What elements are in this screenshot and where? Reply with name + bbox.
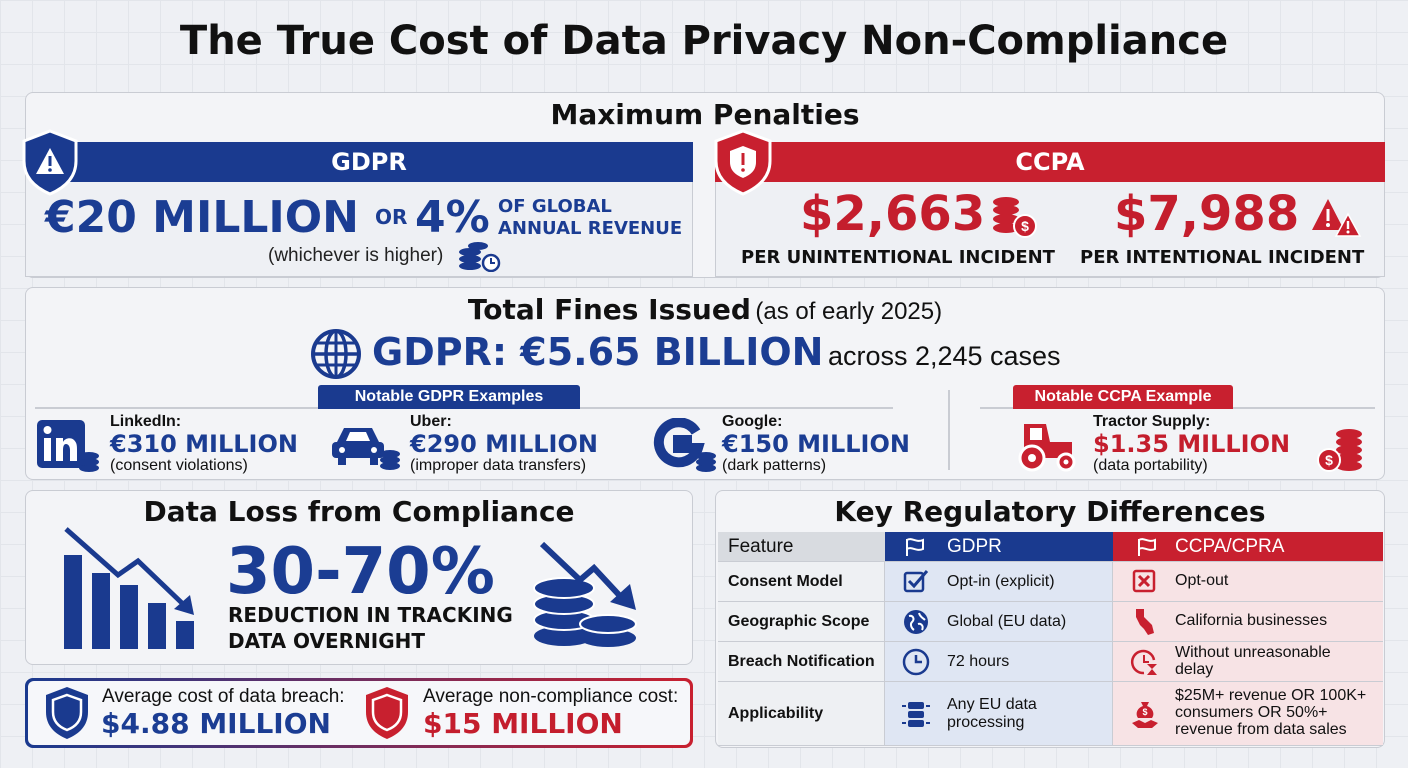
- gdpr-or: OR: [375, 205, 408, 229]
- example-company: Google:: [722, 413, 783, 430]
- gdpr-percent-text: ANNUAL REVENUE: [498, 218, 683, 239]
- section-heading: Total Fines Issued: [467, 293, 751, 326]
- row-icon: $: [1132, 702, 1158, 728]
- shield-icon: [46, 687, 88, 739]
- coins-clock-icon: [459, 242, 501, 272]
- row-feature: Breach Notification: [718, 642, 885, 682]
- row-icon: [902, 648, 930, 676]
- fines-total-row: GDPR: €5.65 BILLION across 2,245 cases: [372, 330, 1061, 374]
- cost-label: Average non-compliance cost:: [423, 686, 679, 707]
- column-header: Feature: [718, 532, 885, 562]
- row-feature: Consent Model: [718, 562, 885, 602]
- shield-icon: [714, 129, 772, 196]
- google-icon: [653, 418, 716, 472]
- example-amount: $1.35 MILLION: [1093, 430, 1291, 458]
- ccpa-cell: Without unreasonable delay: [1113, 642, 1383, 682]
- linkedin-icon: [37, 420, 99, 472]
- section-heading: Data Loss from Compliance: [143, 495, 575, 528]
- gdpr-header: GDPR: [45, 142, 693, 182]
- ccpa-cell: Opt-out: [1113, 562, 1383, 602]
- database-decline-icon: [533, 541, 637, 647]
- example-amount: €290 MILLION: [410, 430, 598, 458]
- warning-icon: [1312, 199, 1362, 237]
- example-company: Tractor Supply:: [1093, 413, 1211, 430]
- ccpa-header: CCPA: [715, 142, 1385, 182]
- examples-label: Notable CCPA Example: [1013, 385, 1233, 409]
- gdpr-cell: Any EU data processing: [885, 682, 1113, 746]
- globe-icon: [311, 329, 361, 379]
- page-title: The True Cost of Data Privacy Non-Compli…: [179, 18, 1229, 64]
- example-reason: (data portability): [1093, 457, 1208, 474]
- data-loss-value: 30-70%: [226, 535, 495, 609]
- section-heading: Key Regulatory Differences: [834, 495, 1266, 528]
- data-loss-text: DATA OVERNIGHT: [228, 629, 426, 653]
- cost-label: Average cost of data breach:: [102, 686, 345, 707]
- fines-heading-row: Total Fines Issued (as of early 2025): [25, 293, 1385, 326]
- svg-text:$: $: [1325, 452, 1333, 468]
- row-icon: [1136, 609, 1154, 635]
- example-reason: (dark patterns): [722, 457, 827, 474]
- column-header: CCPA/CPRA: [1113, 532, 1383, 562]
- ccpa-cell: California businesses: [1113, 602, 1383, 642]
- gdpr-percent: 4%: [415, 192, 490, 243]
- fines-panel: [25, 287, 1385, 480]
- gdpr-amount: €20 MILLION: [45, 192, 359, 243]
- ccpa-text: PER UNINTENTIONAL INCIDENT: [741, 247, 1055, 268]
- declining-chart-icon: [64, 527, 194, 649]
- ccpa-amount: $2,663: [800, 186, 986, 242]
- section-heading: Maximum Penalties: [550, 98, 860, 131]
- flag-icon: [906, 538, 924, 556]
- example-amount: €310 MILLION: [110, 430, 298, 458]
- divider: [948, 390, 950, 470]
- example-company: LinkedIn:: [110, 413, 182, 430]
- row-icon: [904, 610, 928, 634]
- example-amount: €150 MILLION: [722, 430, 910, 458]
- ccpa-text: PER INTENTIONAL INCIDENT: [1080, 247, 1365, 268]
- row-feature: Geographic Scope: [718, 602, 885, 642]
- example-reason: (consent violations): [110, 457, 248, 474]
- car-icon: [332, 428, 400, 470]
- shield-icon: [366, 687, 408, 739]
- row-icon: [1130, 649, 1157, 675]
- row-icon: [902, 702, 930, 727]
- example-company: Uber:: [410, 413, 452, 430]
- ccpa-amount: $7,988: [1114, 186, 1300, 242]
- differences-table: Feature GDPR CCPA/CPRA Consent Model Opt-…: [718, 532, 1383, 746]
- row-feature: Applicability: [718, 682, 885, 746]
- ccpa-cell: $25M+ revenue OR 100K+ consumers OR 50%+…: [1113, 682, 1383, 746]
- gdpr-note: (whichever is higher): [268, 245, 444, 266]
- row-icon: [903, 570, 929, 593]
- fines-total-note: across 2,245 cases: [827, 341, 1061, 371]
- cost-box: [28, 681, 690, 745]
- cost-value: $4.88 MILLION: [101, 707, 331, 740]
- svg-text:$: $: [1142, 707, 1147, 717]
- data-loss-text: REDUCTION IN TRACKING: [228, 603, 513, 627]
- svg-text:$: $: [1021, 218, 1029, 234]
- shield-icon: [22, 129, 78, 196]
- coins-icon: $: [1317, 429, 1362, 472]
- tractor-icon: [1018, 424, 1076, 472]
- row-icon: [1132, 569, 1156, 593]
- examples-label: Notable GDPR Examples: [318, 385, 580, 409]
- flag-icon: [1138, 538, 1156, 556]
- example-reason: (improper data transfers): [410, 457, 587, 474]
- gdpr-percent-text: OF GLOBAL: [498, 196, 612, 217]
- cost-value: $15 MILLION: [423, 707, 623, 740]
- fines-total: GDPR: €5.65 BILLION: [372, 330, 824, 374]
- gdpr-cell: 72 hours: [885, 642, 1113, 682]
- coins-icon: $: [993, 197, 1037, 238]
- heading-note: (as of early 2025): [755, 298, 943, 325]
